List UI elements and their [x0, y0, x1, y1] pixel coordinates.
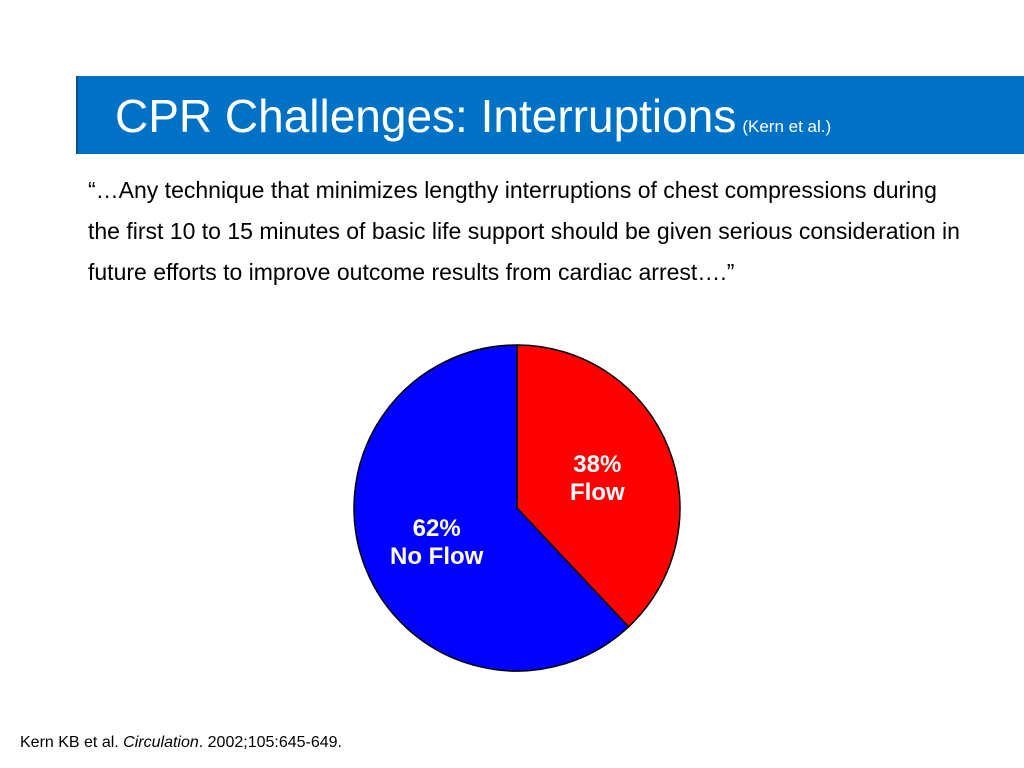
- pie-value-label: 62%: [413, 515, 461, 542]
- pie-slice-flow: [516, 344, 681, 628]
- slide-title-source: (Kern et al.): [742, 117, 832, 136]
- pie-slices: [353, 344, 681, 672]
- pie-labels: 38%Flow 62%No Flow: [390, 451, 625, 570]
- quote-text: “…Any technique that minimizes lengthy i…: [88, 177, 960, 285]
- slide-title: CPR Challenges: Interruptions: [115, 90, 737, 142]
- title-bar: CPR Challenges: Interruptions (Kern et al…: [76, 76, 1024, 154]
- pie-category-label: Flow: [570, 479, 625, 506]
- title: CPR Challenges: Interruptions (Kern et al…: [115, 86, 831, 146]
- pie-value-label: 38%: [573, 451, 621, 478]
- citation-authors: Kern KB et al.: [20, 734, 119, 751]
- citation: Kern KB et al. Circulation. 2002;105:645…: [20, 734, 342, 752]
- pie-category-label: No Flow: [390, 543, 484, 570]
- pie-chart: 38%Flow 62%No Flow: [353, 344, 681, 672]
- citation-details: . 2002;105:645-649.: [198, 734, 342, 751]
- pie-slice-no-flow: [353, 344, 630, 672]
- citation-journal: Circulation: [123, 734, 199, 751]
